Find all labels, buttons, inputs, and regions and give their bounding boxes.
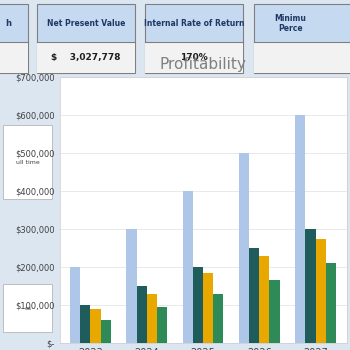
- Bar: [136, 286, 147, 343]
- Bar: [0, 4, 28, 73]
- Bar: [326, 263, 336, 343]
- Bar: [147, 294, 157, 343]
- Bar: [306, 229, 316, 343]
- Bar: [295, 115, 306, 343]
- Title: Profitability: Profitability: [160, 57, 246, 72]
- Bar: [254, 42, 350, 73]
- Bar: [193, 267, 203, 343]
- Text: es: es: [25, 306, 32, 311]
- Text: Minimu
Perce: Minimu Perce: [274, 14, 307, 33]
- Bar: [90, 309, 100, 343]
- Bar: [213, 294, 223, 343]
- Bar: [37, 4, 135, 73]
- Bar: [157, 307, 167, 343]
- Bar: [3, 125, 52, 199]
- Bar: [316, 238, 326, 343]
- Bar: [3, 285, 52, 332]
- Bar: [0, 42, 28, 73]
- Bar: [254, 4, 350, 73]
- Text: Net Present Value: Net Present Value: [47, 19, 125, 28]
- Bar: [203, 273, 213, 343]
- Bar: [183, 191, 193, 343]
- Bar: [100, 320, 111, 343]
- Bar: [239, 153, 249, 343]
- Text: ull time: ull time: [16, 160, 40, 164]
- Text: Internal Rate of Return: Internal Rate of Return: [144, 19, 245, 28]
- Text: h: h: [6, 19, 12, 28]
- Bar: [259, 256, 270, 343]
- Bar: [126, 229, 136, 343]
- Bar: [249, 248, 259, 343]
- Text: $    3,027,778: $ 3,027,778: [51, 54, 120, 62]
- Bar: [70, 267, 80, 343]
- Bar: [80, 305, 90, 343]
- Bar: [270, 280, 280, 343]
- Text: 170%: 170%: [180, 54, 208, 62]
- Bar: [145, 4, 243, 73]
- Bar: [37, 42, 135, 73]
- Bar: [145, 42, 243, 73]
